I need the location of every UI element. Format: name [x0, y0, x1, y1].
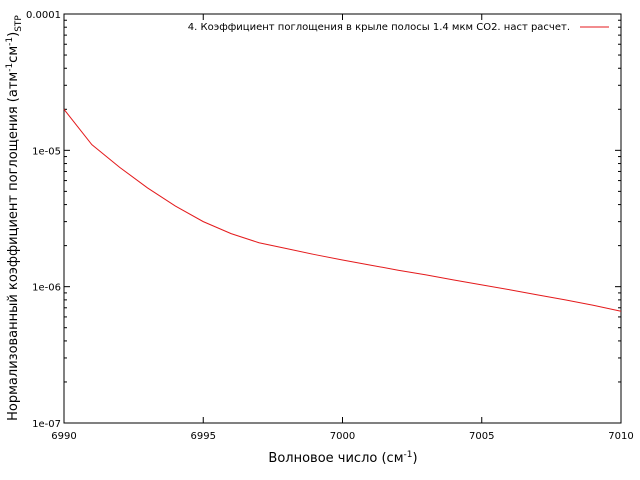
x-tick-label: 7000 [330, 431, 355, 442]
series-line [63, 108, 622, 312]
x-axis-ticks: 6990 6995 7000 7005 7010 [51, 14, 634, 442]
x-tick-label: 7010 [608, 431, 633, 442]
y-tick-label: 1e-06 [32, 283, 61, 294]
plot-frame [63, 13, 622, 424]
x-tick-label: 6990 [51, 431, 76, 442]
y-tick-label: 1e-05 [32, 146, 61, 157]
x-tick-label: 7005 [469, 431, 494, 442]
legend-label: 4. Коэффициент поглощения в крыле полосы… [188, 22, 570, 33]
y-tick-label: 1e-07 [32, 419, 61, 430]
y-axis-ticks: 1e-07 1e-06 1e-05 0.0001 [26, 10, 621, 430]
x-tick-label: 6995 [191, 431, 216, 442]
y-axis-label: Нормализованный коэффициент поглощения (… [5, 15, 24, 421]
x-axis-label: Волновое число (см-1) [268, 450, 417, 466]
y-tick-label: 0.0001 [26, 10, 61, 21]
